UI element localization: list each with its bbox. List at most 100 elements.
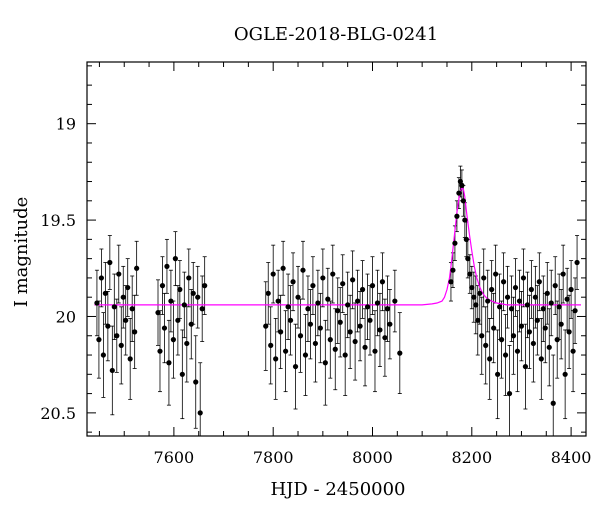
data-point xyxy=(382,335,388,341)
data-point xyxy=(350,277,356,283)
data-point xyxy=(520,275,527,281)
data-point xyxy=(384,306,390,312)
data-point xyxy=(320,275,326,281)
y-tick-label: 20.5 xyxy=(40,404,76,423)
data-point xyxy=(564,296,570,302)
data-point xyxy=(522,363,529,370)
data-point xyxy=(283,348,289,354)
data-point xyxy=(164,263,170,269)
data-point xyxy=(481,275,487,281)
x-axis-label: HJD - 2450000 xyxy=(270,479,405,500)
x-tick-label: 8000 xyxy=(352,448,393,467)
data-point xyxy=(355,298,361,304)
data-point xyxy=(310,283,316,289)
data-point xyxy=(265,290,271,296)
data-point xyxy=(127,356,133,362)
data-point xyxy=(450,267,456,273)
data-point xyxy=(477,290,483,296)
data-point xyxy=(369,283,376,289)
data-point xyxy=(100,352,106,358)
data-point xyxy=(558,321,564,327)
data-point xyxy=(448,279,454,285)
data-point xyxy=(524,302,531,308)
data-point xyxy=(179,371,185,377)
data-point xyxy=(536,279,542,285)
data-point xyxy=(550,400,556,406)
data-point xyxy=(510,333,517,339)
data-point xyxy=(184,340,190,347)
data-point xyxy=(166,360,172,366)
data-point xyxy=(475,317,481,323)
data-point xyxy=(377,327,383,333)
data-point xyxy=(528,286,534,293)
data-point xyxy=(397,350,403,356)
data-point xyxy=(175,317,181,323)
data-point xyxy=(111,304,117,310)
data-point xyxy=(506,390,513,397)
data-point xyxy=(177,286,183,293)
data-point xyxy=(456,190,462,196)
data-point xyxy=(197,410,203,416)
data-point xyxy=(352,338,358,345)
data-point xyxy=(552,283,558,289)
data-point xyxy=(556,304,562,310)
data-point xyxy=(188,321,194,327)
data-point xyxy=(278,329,284,335)
data-point xyxy=(337,319,343,325)
data-point xyxy=(325,296,331,302)
data-point xyxy=(263,323,269,329)
data-point xyxy=(467,271,473,277)
data-point xyxy=(532,294,538,300)
data-point xyxy=(105,323,111,329)
data-point xyxy=(116,271,122,277)
data-point xyxy=(202,283,208,289)
chart-title: OGLE-2018-BLG-0241 xyxy=(234,24,438,45)
y-tick-label: 19.5 xyxy=(40,211,76,230)
data-point xyxy=(526,329,532,335)
data-point xyxy=(347,329,353,335)
x-tick-label: 7800 xyxy=(253,448,294,467)
data-point xyxy=(342,352,348,358)
data-point xyxy=(317,325,323,331)
data-point xyxy=(340,281,346,287)
data-point xyxy=(459,182,465,188)
x-tick-label: 8200 xyxy=(451,448,492,467)
data-point xyxy=(491,325,497,331)
data-point xyxy=(118,342,124,348)
data-point xyxy=(372,348,378,354)
data-point xyxy=(199,306,205,312)
x-tick-label: 7600 xyxy=(154,448,195,467)
data-point xyxy=(268,342,274,348)
data-point xyxy=(495,371,501,377)
data-point xyxy=(134,265,140,271)
data-point xyxy=(357,323,363,329)
data-point xyxy=(273,356,279,362)
data-point xyxy=(570,348,576,354)
data-point xyxy=(469,284,475,291)
data-point xyxy=(387,321,393,327)
data-point xyxy=(335,308,341,314)
data-point xyxy=(330,271,336,277)
data-point xyxy=(297,333,304,339)
data-point xyxy=(473,302,479,308)
data-point xyxy=(540,306,546,312)
data-point xyxy=(186,275,192,281)
data-point xyxy=(562,371,568,377)
data-point xyxy=(125,284,131,291)
data-point xyxy=(512,284,519,291)
data-point xyxy=(392,298,398,304)
data-point xyxy=(534,317,540,323)
data-point xyxy=(193,379,199,385)
data-point xyxy=(500,279,507,285)
data-point xyxy=(107,259,113,266)
data-point xyxy=(493,271,499,277)
data-point xyxy=(497,304,503,310)
y-axis-label: I magnitude xyxy=(11,197,32,308)
data-point xyxy=(132,329,138,335)
data-point xyxy=(530,340,536,347)
data-point xyxy=(489,286,495,293)
data-point xyxy=(332,346,338,352)
data-point xyxy=(300,267,306,273)
data-point xyxy=(487,356,493,362)
data-point xyxy=(170,337,176,343)
